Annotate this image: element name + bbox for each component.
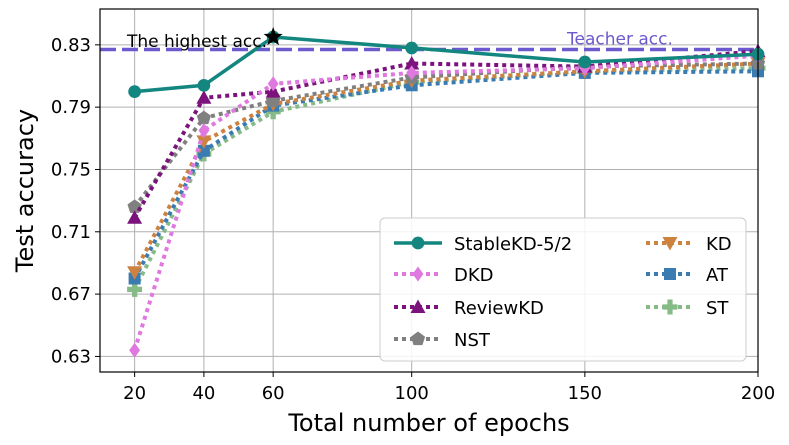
legend-swatch-marker [664,268,676,280]
highest-accuracy-annotation: The highest acc. [126,32,267,52]
data-point [197,144,210,157]
teacher-reference: Teacher acc. [100,30,758,52]
legend-label: ReviewKD [454,298,544,319]
legend-label: KD [706,234,732,255]
y-tick-label: 0.75 [51,159,91,180]
series-line [133,61,759,209]
legend-swatch-marker [411,236,425,250]
legend: StableKD-5/2 DKD ReviewKD NST KD AT ST [379,217,747,362]
data-point [406,65,418,81]
series-line [134,35,759,94]
data-point [404,56,420,70]
plot-frame [99,8,759,373]
x-tick-label: 100 [395,383,429,404]
y-tick-label: 0.83 [51,35,91,56]
x-axis-title: Total number of epochs [287,409,569,437]
data-point [265,104,281,120]
data-point [127,210,143,224]
legend-label: DKD [454,265,494,286]
legend-item: StableKD-5/2 [394,234,572,255]
legend-item: KD [646,234,732,255]
y-tick-label: 0.63 [51,346,91,367]
data-point [196,135,212,149]
data-point [128,85,142,98]
x-tick-label: 40 [192,383,215,404]
series-line [132,49,759,219]
data-point [198,123,210,138]
legend-swatch-marker [410,299,426,313]
x-tick-label: 60 [262,383,285,404]
x-tick-label: 200 [741,383,775,404]
data-point [127,281,143,297]
data-point [197,78,211,92]
data-point [196,90,212,104]
x-tick-label: 150 [568,383,602,404]
legend-label: NST [454,330,491,351]
legend-item: AT [646,265,729,286]
legend-label: ST [706,298,729,319]
highest-accuracy-marker-group [263,27,283,46]
x-tick-label: 20 [123,383,146,404]
data-point [578,55,592,69]
legend-box [379,217,747,362]
teacher-accuracy-label: Teacher acc. [566,30,673,50]
y-axis-ticks: 0.63 0.67 0.71 0.75 0.79 0.83 [51,35,100,367]
legend-item: ReviewKD [394,298,544,319]
legend-label: StableKD-5/2 [454,234,572,255]
data-point [405,41,419,55]
legend-swatch-marker [662,237,678,251]
legend-item: DKD [394,265,494,286]
legend-swatch-marker [410,331,426,346]
legend-item: ST [646,298,729,319]
y-tick-label: 0.79 [51,97,91,118]
legend-swatch-marker [412,266,424,282]
data-point [129,342,140,358]
y-tick-label: 0.67 [51,284,91,305]
data-point [267,76,279,92]
legend-swatch-marker [662,299,678,315]
data-point [196,110,211,125]
data-point [127,266,143,280]
y-tick-label: 0.71 [51,222,91,243]
legend-label: AT [706,265,729,286]
highest-accuracy-star [263,27,283,46]
series-layer [127,30,766,358]
legend-item: NST [394,330,491,351]
x-axis-ticks: 20 40 60 100 150 200 [123,372,775,404]
y-axis-title: Test accuracy [11,109,39,273]
